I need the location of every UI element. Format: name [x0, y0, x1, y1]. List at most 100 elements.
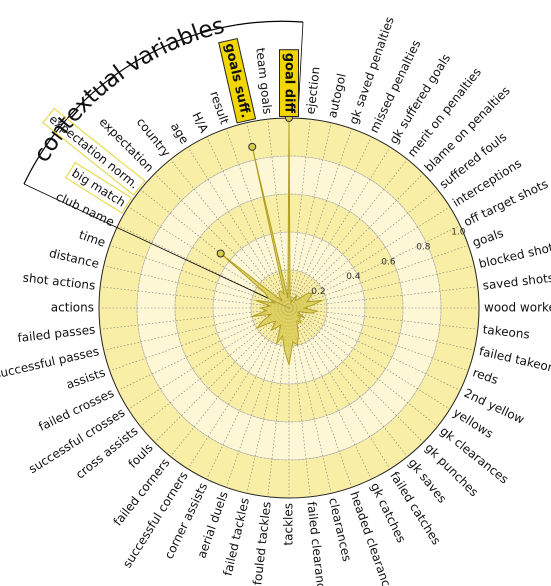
- category-label: time: [77, 228, 107, 250]
- category-group: failed clearances: [304, 501, 329, 586]
- spoke: [288, 307, 353, 488]
- category-group: gk clearances: [437, 424, 511, 487]
- spoke: [288, 307, 438, 427]
- r-tick-label: 0.4: [346, 272, 361, 282]
- category-label: team goals: [253, 47, 274, 115]
- spoke: [288, 307, 424, 443]
- category-label: ejection: [303, 66, 322, 115]
- category-label: failed passes: [17, 322, 96, 345]
- category-group: team goals: [253, 47, 274, 115]
- spoke: [154, 173, 290, 309]
- category-group: fouls: [125, 441, 155, 471]
- category-label: fouled tackles: [250, 501, 273, 586]
- r-tick-label: 0.6: [381, 257, 396, 267]
- category-group: distance: [48, 246, 101, 271]
- category-label: saved shots: [482, 271, 551, 293]
- outline-box: [65, 161, 133, 214]
- context-bracket: [23, 20, 304, 185]
- category-group: assists: [64, 365, 107, 392]
- category-label: assists: [64, 365, 107, 392]
- spoke: [100, 307, 290, 330]
- spoke: [288, 307, 408, 457]
- context-line: [23, 183, 290, 309]
- spoke: [288, 136, 372, 309]
- spoke: [170, 307, 290, 457]
- category-label: failed clearances: [304, 501, 329, 586]
- category-label: actions: [51, 301, 94, 315]
- r-tick-label: 0.8: [416, 242, 431, 252]
- spoke: [187, 307, 290, 470]
- spoke: [100, 286, 290, 309]
- highlight-box: [218, 37, 257, 124]
- category-group: saved shots: [482, 271, 551, 293]
- outline-box: [42, 107, 146, 196]
- spoke: [109, 307, 290, 372]
- spoke: [288, 173, 424, 309]
- spoke: [288, 307, 469, 372]
- spoke: [288, 225, 461, 309]
- spoke: [288, 119, 311, 309]
- category-label: clearances: [326, 496, 354, 562]
- category-label: reds: [471, 365, 500, 387]
- category-group: wood worker: [484, 301, 551, 315]
- category-label: result: [207, 89, 232, 126]
- spoke: [288, 307, 461, 391]
- spoke: [288, 307, 475, 351]
- spoke: [288, 307, 372, 480]
- spoke: [288, 244, 469, 309]
- category-group: actions: [51, 301, 94, 315]
- r-tick-label: 1.0: [451, 228, 466, 238]
- category-label: autogol: [325, 72, 349, 119]
- spoke: [206, 307, 290, 480]
- highlight-box: [279, 49, 299, 117]
- category-label: shot actions: [22, 271, 96, 293]
- category-label: H/A: [189, 110, 211, 136]
- spoke: [288, 307, 391, 470]
- category-group: age: [168, 120, 192, 146]
- category-label: goals: [471, 226, 506, 250]
- category-group: ejection: [303, 66, 322, 115]
- spoke: [140, 307, 290, 427]
- category-group: autogol: [325, 72, 349, 119]
- category-label: age: [168, 120, 192, 146]
- spoke: [288, 159, 408, 309]
- spoke: [288, 128, 353, 309]
- spoke: [288, 286, 478, 309]
- point-marker: [216, 249, 225, 258]
- radar-area: [220, 117, 323, 366]
- category-group: goals: [471, 226, 506, 250]
- spoke: [187, 146, 290, 309]
- spoke: [267, 119, 290, 309]
- category-group: takeons: [482, 322, 530, 341]
- spoke: [288, 307, 451, 410]
- category-label: wood worker: [484, 301, 551, 315]
- spoke: [127, 206, 290, 309]
- category-group: clearances: [326, 496, 354, 562]
- spoke: [170, 159, 290, 309]
- category-group: tackles: [282, 503, 296, 546]
- spoke: [225, 128, 290, 309]
- category-group: time: [77, 228, 107, 250]
- category-group: reds: [471, 365, 500, 387]
- point-marker: [248, 142, 257, 151]
- spoke: [288, 122, 332, 309]
- category-label: fouls: [125, 441, 155, 471]
- r-tick-label: 0.2: [311, 287, 325, 297]
- spoke: [288, 146, 391, 309]
- spoke: [246, 307, 290, 494]
- spoke: [154, 307, 290, 443]
- spoke: [288, 206, 451, 309]
- spoke: [109, 244, 290, 309]
- category-group: failed passes: [17, 322, 96, 345]
- category-label: gk clearances: [437, 424, 511, 487]
- category-group: shot actions: [22, 271, 96, 293]
- category-group: H/A: [189, 110, 211, 136]
- category-label: goal diff: [282, 53, 297, 114]
- category-group: result: [207, 89, 232, 126]
- category-group: goal diff: [279, 49, 299, 117]
- spoke: [206, 136, 290, 309]
- category-label: takeons: [482, 322, 530, 341]
- category-label: tackles: [282, 503, 296, 546]
- category-group: fouled tackles: [250, 501, 273, 586]
